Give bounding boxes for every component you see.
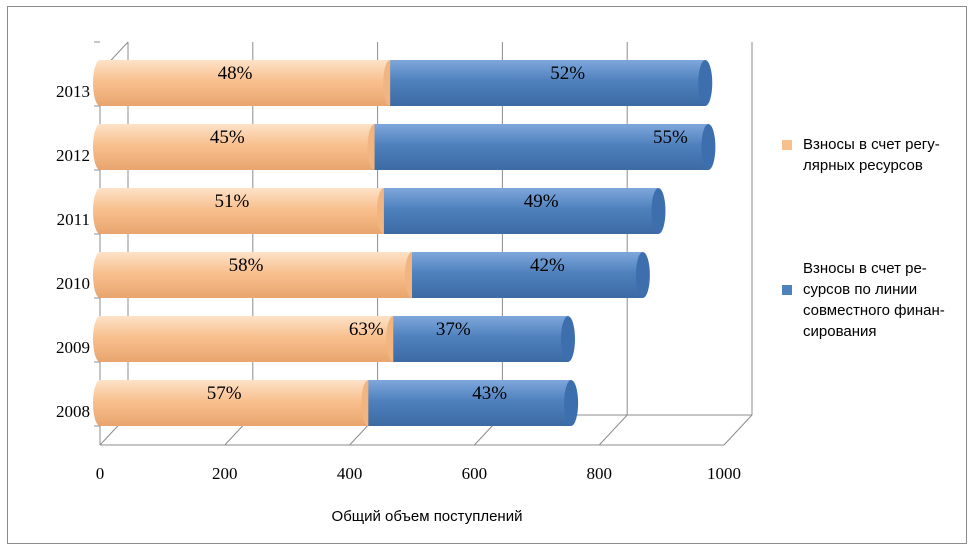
legend-label-regular: Взносы в счет регу-лярных ресурсов — [803, 134, 968, 176]
legend-label-line: лярных ресурсов — [803, 157, 923, 174]
y-tick-label: 2009 — [56, 338, 90, 357]
y-tick-label: 2008 — [56, 402, 90, 421]
y-tick-label: 2010 — [56, 274, 90, 293]
x-tick-label: 1000 — [707, 464, 741, 483]
legend-label-line: совместного финан- — [803, 302, 945, 319]
y-tick-label: 2012 — [56, 146, 90, 165]
chart-data-labels: 48% 52% 45% 55% 51% 49% 58% 42% 63% 37% 57% 43% — [207, 63, 688, 404]
bar-segment — [374, 124, 709, 170]
bar-end-cap — [561, 316, 575, 362]
data-label: 57% — [207, 383, 242, 404]
bar-segment — [412, 252, 643, 298]
legend-swatch-regular — [782, 140, 792, 150]
x-tick-label: 400 — [337, 464, 363, 483]
y-tick-label: 2013 — [56, 82, 90, 101]
x-tick-label: 200 — [212, 464, 238, 483]
data-label: 48% — [218, 63, 253, 84]
data-label: 51% — [215, 191, 250, 212]
floor-gridline — [598, 414, 628, 446]
y-tick-label: 2011 — [57, 210, 90, 229]
bar-segment — [100, 252, 412, 298]
x-tick-label: 600 — [462, 464, 488, 483]
legend-label-line: сурсов по линии — [803, 281, 918, 298]
floor-gridline — [723, 414, 753, 446]
bar-segment — [393, 316, 568, 362]
data-label: 43% — [472, 383, 507, 404]
data-label: 63% — [349, 319, 384, 340]
legend-label-line: Взносы в счет регу- — [803, 136, 940, 153]
bar-segment — [368, 380, 572, 426]
data-label: 55% — [653, 127, 688, 148]
bar-segment — [383, 188, 659, 234]
data-label: 49% — [524, 191, 559, 212]
bar-segment — [100, 124, 375, 170]
legend-label-line: сирования — [803, 323, 877, 340]
data-label: 42% — [530, 255, 565, 276]
bar-end-cap — [635, 252, 650, 298]
bar-segment — [100, 380, 369, 426]
legend-label-line: Взносы в счет ре- — [803, 260, 927, 277]
bar-segment — [100, 316, 394, 362]
bar-segment — [390, 60, 706, 106]
bar-segment — [100, 60, 391, 106]
x-tick-label: 0 — [96, 464, 105, 483]
chart-bars — [93, 60, 716, 426]
data-label: 58% — [229, 255, 264, 276]
bar-end-cap — [564, 380, 579, 426]
legend-label-cofinancing: Взносы в счет ре-сурсов по линии совместн… — [803, 258, 968, 342]
bar-end-cap — [701, 124, 716, 170]
data-label: 45% — [210, 127, 245, 148]
x-axis-label: Общий объем поступлений — [331, 508, 523, 525]
bar-segment — [100, 188, 384, 234]
x-tick-label: 800 — [586, 464, 612, 483]
bar-end-cap — [651, 188, 666, 234]
data-label: 37% — [436, 319, 471, 340]
legend-item-regular: Взносы в счет регу-лярных ресурсов — [782, 134, 967, 184]
data-label: 52% — [550, 63, 585, 84]
bar-end-cap — [698, 60, 713, 106]
legend-swatch-cofinancing — [782, 285, 792, 295]
legend-item-cofinancing: Взносы в счет ре-сурсов по линии совместн… — [782, 258, 967, 348]
